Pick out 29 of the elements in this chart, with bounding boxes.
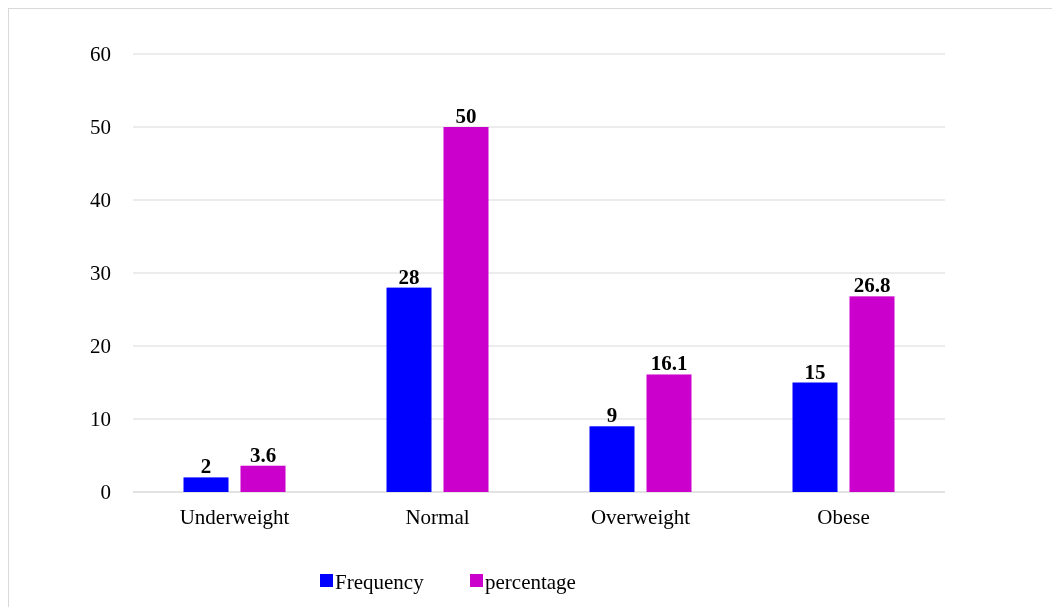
bar <box>240 465 286 492</box>
y-tick-label: 40 <box>90 188 111 213</box>
data-label: 16.1 <box>650 351 688 376</box>
y-tick-label: 10 <box>90 407 111 432</box>
x-tick-label: Underweight <box>179 505 290 529</box>
bar <box>589 426 635 492</box>
x-tick-label: Overweight <box>590 505 691 529</box>
y-tick-label: 30 <box>90 261 111 286</box>
data-label: 28 <box>398 264 420 289</box>
y-tick-label: 50 <box>90 115 111 140</box>
bar <box>386 287 432 492</box>
y-tick-label: 60 <box>90 42 111 67</box>
bar <box>792 382 838 492</box>
data-label: 50 <box>455 104 477 128</box>
bar <box>443 127 489 492</box>
data-label: 3.6 <box>249 442 277 467</box>
data-label: 15 <box>804 359 826 384</box>
data-label: 26.8 <box>853 273 891 298</box>
bar <box>183 477 229 492</box>
x-tick-label: Normal <box>405 505 470 529</box>
bar <box>646 374 692 492</box>
legend-label: Frequency <box>335 570 425 595</box>
data-label: 9 <box>606 403 618 428</box>
data-label: 2 <box>200 454 212 479</box>
y-tick-label: 20 <box>90 334 111 359</box>
y-tick-label: 0 <box>100 480 111 505</box>
x-tick-label: Obese <box>817 505 870 529</box>
bar <box>849 296 895 492</box>
legend-label: percentage <box>485 570 576 595</box>
